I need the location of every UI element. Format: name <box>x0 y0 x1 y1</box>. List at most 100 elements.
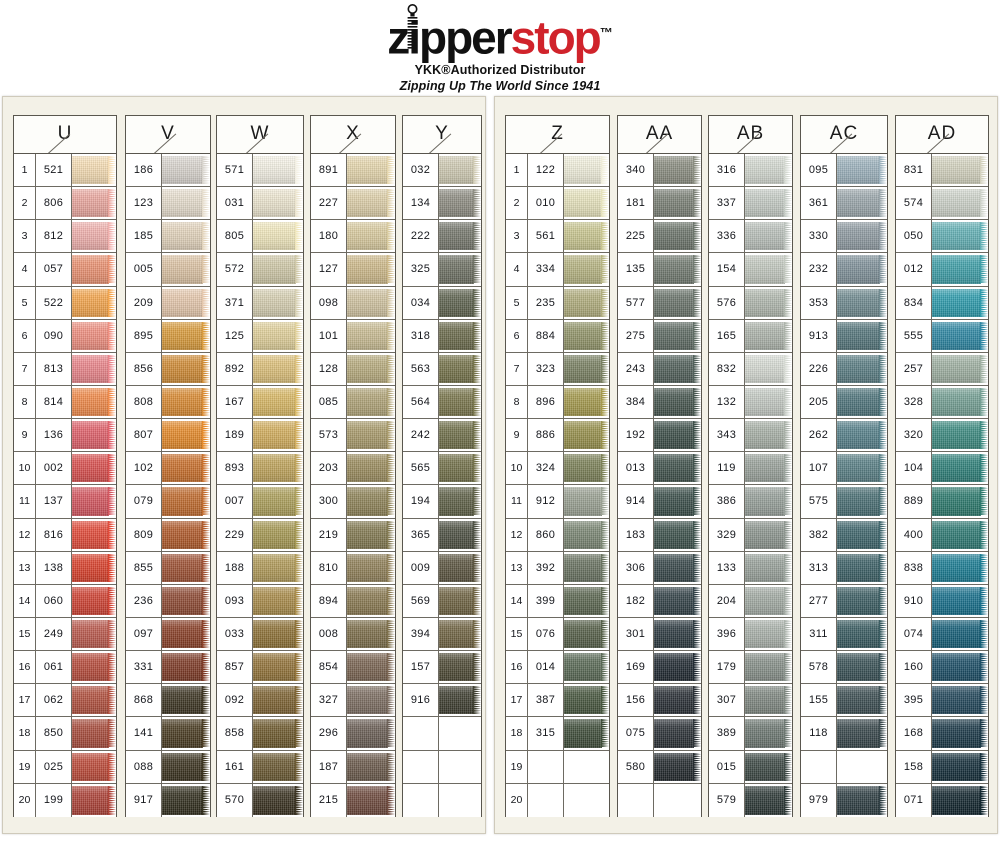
swatch-row[interactable]: 186 <box>126 154 210 188</box>
swatch-row[interactable] <box>403 717 481 751</box>
swatch-row[interactable]: 009 <box>403 551 481 585</box>
swatch-row[interactable]: 805 <box>217 220 303 254</box>
swatch-row[interactable]: 17 062 <box>14 684 116 718</box>
swatch-row[interactable]: 318 <box>403 319 481 353</box>
swatch-row[interactable]: 075 <box>618 717 701 751</box>
swatch-row[interactable]: 400 <box>896 518 988 552</box>
color-swatch[interactable] <box>654 220 701 253</box>
swatch-row[interactable]: 573 <box>311 419 395 453</box>
swatch-row[interactable]: 5 235 <box>506 286 609 320</box>
swatch-row[interactable]: 182 <box>618 584 701 618</box>
color-swatch[interactable] <box>72 684 116 717</box>
color-swatch[interactable] <box>439 783 481 817</box>
color-swatch[interactable] <box>837 551 887 584</box>
swatch-row[interactable]: 179 <box>709 651 792 685</box>
swatch-row[interactable]: 205 <box>801 385 887 420</box>
color-swatch[interactable] <box>347 750 395 783</box>
swatch-row[interactable]: 095 <box>801 154 887 188</box>
swatch-row[interactable]: 7 323 <box>506 352 609 386</box>
swatch-row[interactable]: 154 <box>709 253 792 287</box>
color-swatch[interactable] <box>439 717 481 750</box>
swatch-row[interactable]: 15 076 <box>506 617 609 652</box>
swatch-row[interactable]: 917 <box>126 783 210 817</box>
swatch-row[interactable]: 353 <box>801 286 887 320</box>
swatch-row[interactable]: 838 <box>896 551 988 585</box>
color-swatch[interactable] <box>162 253 210 286</box>
swatch-row[interactable]: 012 <box>896 253 988 287</box>
color-swatch[interactable] <box>162 518 210 551</box>
color-swatch[interactable] <box>564 352 609 385</box>
color-swatch[interactable] <box>745 651 792 684</box>
color-swatch[interactable] <box>564 220 609 253</box>
swatch-row[interactable]: 033 <box>217 617 303 652</box>
color-swatch[interactable] <box>439 352 481 385</box>
color-swatch[interactable] <box>932 617 988 651</box>
swatch-row[interactable]: 031 <box>217 187 303 221</box>
swatch-row[interactable]: 854 <box>311 651 395 685</box>
color-swatch[interactable] <box>564 651 609 684</box>
swatch-row[interactable]: 134 <box>403 187 481 221</box>
color-swatch[interactable] <box>162 617 210 651</box>
swatch-row[interactable]: 14 399 <box>506 584 609 618</box>
color-swatch[interactable] <box>72 352 116 385</box>
color-swatch[interactable] <box>837 286 887 319</box>
color-swatch[interactable] <box>745 253 792 286</box>
swatch-row[interactable]: 102 <box>126 452 210 486</box>
color-swatch[interactable] <box>837 485 887 518</box>
color-swatch[interactable] <box>654 253 701 286</box>
color-swatch[interactable] <box>347 253 395 286</box>
color-swatch[interactable] <box>162 352 210 385</box>
color-swatch[interactable] <box>439 750 481 783</box>
color-swatch[interactable] <box>72 584 116 617</box>
swatch-row[interactable]: 11 912 <box>506 485 609 519</box>
swatch-row[interactable]: 092 <box>217 684 303 718</box>
color-swatch[interactable] <box>347 220 395 253</box>
swatch-row[interactable]: 316 <box>709 154 792 188</box>
swatch-row[interactable]: 8 814 <box>14 385 116 420</box>
swatch-row[interactable]: 128 <box>311 352 395 386</box>
color-swatch[interactable] <box>253 750 303 783</box>
color-swatch[interactable] <box>347 684 395 717</box>
swatch-row[interactable]: 394 <box>403 617 481 652</box>
color-swatch[interactable] <box>253 452 303 485</box>
swatch-row[interactable]: 384 <box>618 385 701 420</box>
swatch-row[interactable]: 17 387 <box>506 684 609 718</box>
color-swatch[interactable] <box>162 750 210 783</box>
swatch-row[interactable]: 157 <box>403 651 481 685</box>
color-swatch[interactable] <box>654 617 701 651</box>
color-swatch[interactable] <box>162 385 210 419</box>
color-swatch[interactable] <box>932 750 988 783</box>
swatch-row[interactable]: 914 <box>618 485 701 519</box>
swatch-row[interactable]: 371 <box>217 286 303 320</box>
swatch-row[interactable]: 185 <box>126 220 210 254</box>
swatch-row[interactable]: 156 <box>618 684 701 718</box>
color-swatch[interactable] <box>72 253 116 286</box>
swatch-row[interactable]: 141 <box>126 717 210 751</box>
swatch-row[interactable]: 7 813 <box>14 352 116 386</box>
swatch-row[interactable]: 227 <box>311 187 395 221</box>
swatch-row[interactable]: 895 <box>126 319 210 353</box>
color-swatch[interactable] <box>439 518 481 551</box>
swatch-row[interactable]: 226 <box>801 352 887 386</box>
color-swatch[interactable] <box>253 684 303 717</box>
swatch-row[interactable]: 834 <box>896 286 988 320</box>
swatch-row[interactable]: 10 002 <box>14 452 116 486</box>
swatch-row[interactable]: 9 136 <box>14 419 116 453</box>
color-swatch[interactable] <box>253 651 303 684</box>
swatch-row[interactable]: 580 <box>618 750 701 784</box>
swatch-row[interactable]: 328 <box>896 385 988 420</box>
color-swatch[interactable] <box>564 385 609 419</box>
swatch-row[interactable]: 209 <box>126 286 210 320</box>
color-swatch[interactable] <box>654 717 701 750</box>
swatch-row[interactable]: 008 <box>311 617 395 652</box>
color-swatch[interactable] <box>745 518 792 551</box>
color-swatch[interactable] <box>932 452 988 485</box>
color-swatch[interactable] <box>932 419 988 452</box>
swatch-row[interactable]: 386 <box>709 485 792 519</box>
color-swatch[interactable] <box>162 783 210 817</box>
swatch-row[interactable]: 565 <box>403 452 481 486</box>
color-swatch[interactable] <box>162 584 210 617</box>
swatch-row[interactable]: 079 <box>126 485 210 519</box>
swatch-row[interactable]: 257 <box>896 352 988 386</box>
color-swatch[interactable] <box>439 187 481 220</box>
